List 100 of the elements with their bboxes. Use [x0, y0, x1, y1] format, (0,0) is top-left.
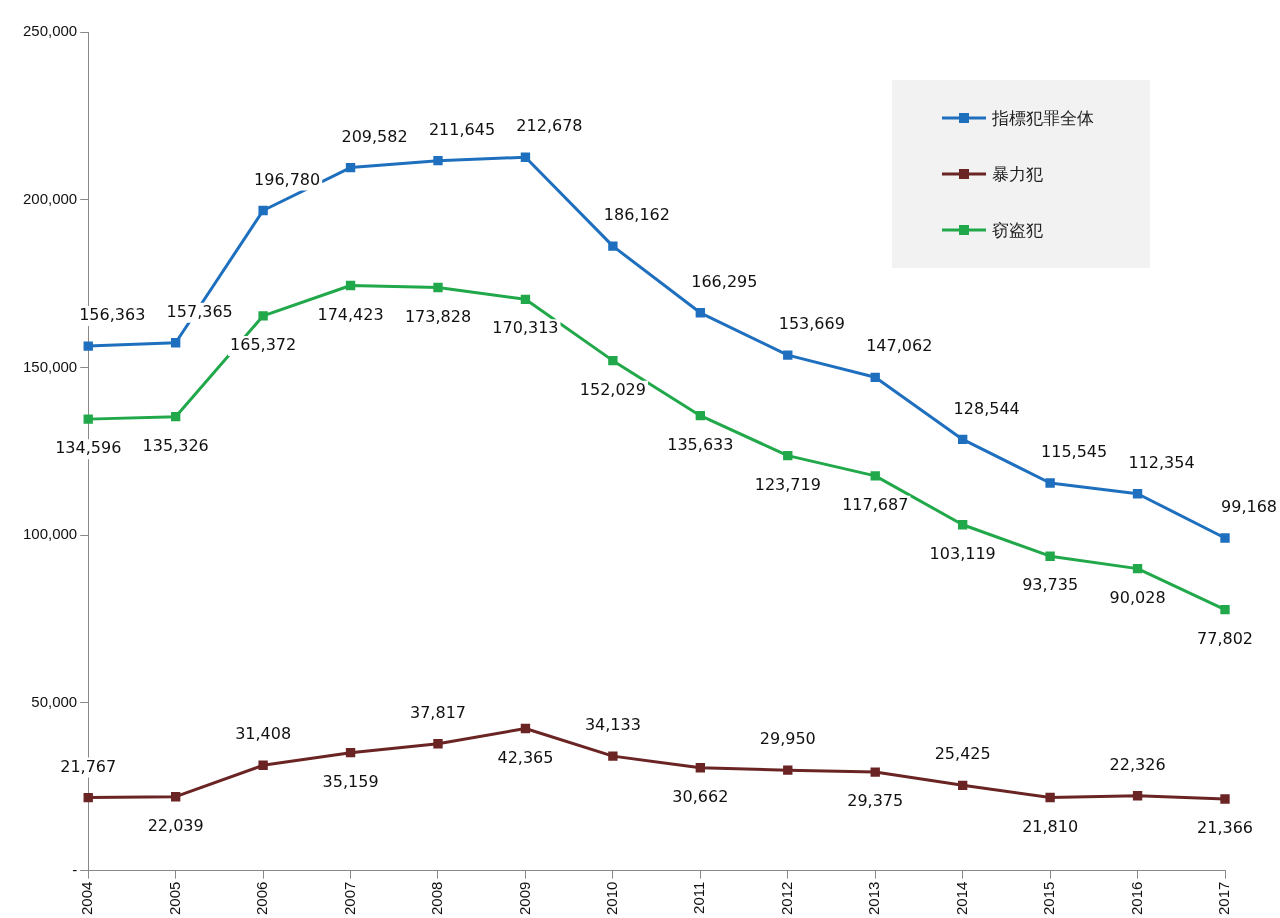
data-label: 128,544: [953, 398, 1020, 418]
point: [1220, 794, 1230, 804]
point: [957, 434, 968, 445]
point: [608, 751, 618, 761]
data-label: 22,039: [147, 815, 204, 835]
point: [1132, 489, 1143, 499]
x-tick-label: 2012: [777, 881, 795, 916]
point: [520, 152, 531, 162]
data-label: 37,817: [410, 702, 466, 722]
point: [695, 308, 706, 318]
data-label: 112,354: [1128, 452, 1195, 472]
data-label: 123,719: [754, 474, 821, 494]
point: [1220, 604, 1230, 615]
point: [345, 748, 356, 758]
x-tick-label: 2006: [253, 881, 271, 916]
point: [870, 372, 880, 382]
data-label: 22,326: [1109, 754, 1166, 774]
data-label: 29,375: [847, 791, 904, 811]
point: [870, 767, 880, 777]
data-label: 42,365: [497, 747, 554, 767]
data-label: 209,582: [341, 126, 408, 146]
y-tick-label: -: [72, 860, 78, 878]
data-label: 135,326: [142, 435, 209, 455]
data-label: 31,408: [235, 724, 292, 744]
point: [695, 410, 706, 421]
point: [695, 763, 706, 773]
x-tick-label: 2016: [1127, 881, 1145, 916]
point: [345, 162, 356, 173]
data-label: 25,425: [934, 744, 991, 764]
x-tick-label: 2005: [165, 881, 183, 916]
data-label: 156,363: [79, 305, 146, 325]
point: [433, 282, 443, 293]
x-tick-label: 2011: [690, 881, 708, 914]
point: [783, 765, 793, 775]
data-label: 30,662: [672, 786, 729, 806]
legend-label: 暴力犯: [992, 162, 1043, 186]
data-label: 152,029: [579, 379, 646, 399]
data-label: 134,596: [55, 438, 122, 458]
point: [1045, 551, 1055, 561]
point: [957, 520, 968, 530]
point: [83, 341, 93, 351]
x-tick-label: 2007: [340, 881, 358, 916]
y-tick-label: 50,000: [31, 693, 78, 711]
data-label: 35,159: [322, 771, 379, 791]
x-tick-label: 2014: [952, 881, 970, 916]
legend-label: 窃盗犯: [992, 218, 1043, 242]
data-label: 29,950: [759, 729, 816, 749]
point: [608, 355, 618, 366]
data-label: 174,423: [317, 304, 384, 324]
data-label: 211,645: [428, 119, 496, 139]
x-tick-label: 2009: [515, 881, 533, 916]
point: [1132, 563, 1143, 574]
point: [783, 350, 793, 360]
x-tick-label: 2008: [428, 881, 446, 916]
point: [433, 155, 443, 166]
data-label: 186,162: [603, 205, 670, 225]
data-label: 170,313: [492, 318, 559, 338]
data-label: 147,062: [866, 336, 933, 356]
data-label: 117,687: [842, 495, 909, 514]
point: [520, 294, 531, 304]
legend-label: 指標犯罪全体: [992, 106, 1094, 130]
data-label: 99,168: [1221, 497, 1277, 517]
x-tick-label: 2010: [603, 881, 621, 916]
x-tick-label: 2013: [865, 881, 883, 916]
point: [83, 414, 93, 424]
data-label: 173,828: [404, 306, 472, 326]
point: [608, 241, 618, 251]
point: [258, 311, 268, 321]
data-label: 103,119: [929, 543, 996, 563]
point: [957, 780, 968, 791]
point: [1220, 533, 1230, 543]
point: [1045, 478, 1055, 488]
point: [870, 471, 880, 481]
data-label: 157,365: [166, 301, 233, 321]
data-label: 165,372: [230, 335, 297, 355]
data-label: 93,735: [1022, 575, 1079, 595]
data-label: 115,545: [1041, 442, 1108, 462]
y-tick-label: 100,000: [22, 525, 78, 543]
y-tick-label: 250,000: [22, 22, 78, 40]
point: [783, 450, 793, 461]
point: [1045, 792, 1055, 803]
data-label: 135,633: [667, 434, 734, 454]
data-label: 196,780: [254, 169, 321, 189]
data-label: 21,366: [1197, 818, 1253, 838]
x-tick-label: 2017: [1215, 881, 1233, 916]
data-label: 21,810: [1022, 816, 1079, 836]
x-tick-label: 2015: [1040, 881, 1058, 916]
point: [258, 205, 268, 216]
point: [170, 338, 181, 348]
y-tick-label: 200,000: [22, 189, 78, 207]
point: [1132, 791, 1143, 801]
data-label: 153,669: [778, 314, 845, 334]
point: [520, 723, 531, 734]
data-label: 21,767: [60, 756, 117, 776]
point: [258, 760, 268, 770]
data-label: 212,678: [516, 116, 583, 136]
data-label: 34,133: [584, 715, 641, 735]
data-label: 77,802: [1197, 628, 1253, 648]
x-tick-label: 2004: [78, 881, 96, 916]
point: [170, 412, 181, 422]
